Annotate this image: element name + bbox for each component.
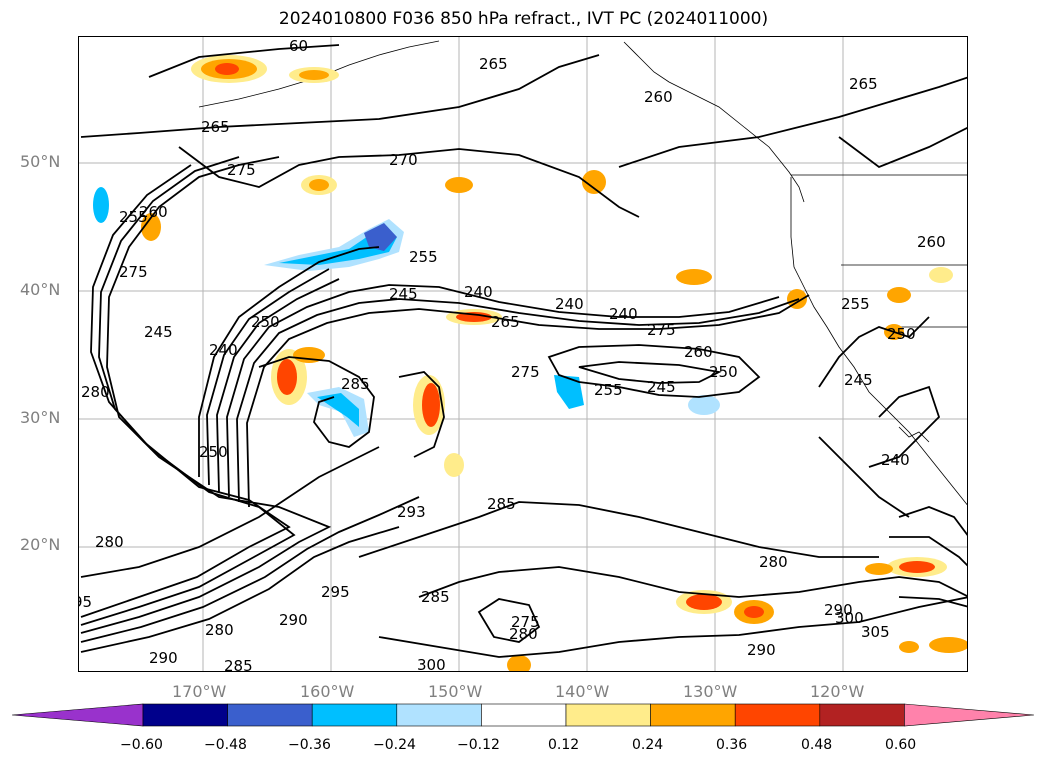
colorbar-segment: [650, 703, 736, 727]
lat-label: 50°N: [20, 152, 61, 171]
colorbar-tick: 0.48: [801, 737, 833, 753]
contour-label: 280: [95, 533, 124, 551]
contour-label: 250: [887, 325, 916, 343]
contour-label: 295: [321, 583, 350, 601]
contour-label: 260: [917, 233, 946, 251]
colorbar-segment: [227, 703, 313, 727]
contour-label: 245: [647, 378, 676, 396]
contour-label: 260: [684, 343, 713, 361]
contour-label: 255: [841, 295, 870, 313]
contour-label: 95: [79, 593, 92, 611]
contour-label: 265: [491, 313, 520, 331]
contour-label: 290: [747, 641, 776, 659]
colorbar-tick: 0.36: [716, 737, 748, 753]
contour-label: 285: [487, 495, 516, 513]
contour-label: 305: [861, 623, 890, 641]
contour-label: 290: [824, 601, 853, 619]
lon-label: 140°W: [555, 682, 610, 701]
contour-label: 265: [849, 75, 878, 93]
contour-label: 270: [389, 151, 418, 169]
colorbar-tick: −0.60: [120, 737, 163, 753]
contour-label: 275: [227, 161, 256, 179]
contour-label: 275: [119, 263, 148, 281]
colorbar-tick: −0.24: [373, 737, 416, 753]
colorbar-segment: [481, 703, 567, 727]
contour-label: 240: [609, 305, 638, 323]
colorbar-tick: 0.60: [885, 737, 917, 753]
colorbar-segment: [396, 703, 482, 727]
contour-label: 290: [149, 649, 178, 667]
colorbar-tick: −0.12: [457, 737, 500, 753]
contour-label: 240: [209, 341, 238, 359]
contour-label: 245: [389, 285, 418, 303]
contour-label: 240: [881, 451, 910, 469]
contour-label: 250: [251, 313, 280, 331]
contour-label: 255: [119, 208, 148, 226]
colorbar: [11, 703, 1035, 727]
contour-label: 250: [709, 363, 738, 381]
contour-lines: [80, 44, 967, 658]
contour-label: 285: [224, 657, 253, 672]
map-canvas: 265 260 265 265 275 270 260 255 275 255 …: [79, 37, 967, 672]
colorbar-extend-high: [904, 703, 1035, 727]
contour-labels: 265 260 265 265 275 270 260 255 275 255 …: [79, 37, 946, 672]
contour-label: 240: [555, 295, 584, 313]
colorbar-tick: 0.12: [548, 737, 580, 753]
map-panel: 265 260 265 265 275 270 260 255 275 255 …: [78, 36, 968, 672]
lat-label: 30°N: [20, 408, 61, 427]
lon-label: 120°W: [810, 682, 865, 701]
contour-label: 300: [417, 656, 446, 672]
contour-label: 280: [81, 383, 110, 401]
contour-label: 300: [835, 609, 864, 627]
lon-label: 170°W: [172, 682, 227, 701]
lon-label: 160°W: [300, 682, 355, 701]
contour-label: 265: [201, 118, 230, 136]
contour-label: 285: [421, 588, 450, 606]
lon-label: 150°W: [428, 682, 483, 701]
colorbar-segment: [819, 703, 905, 727]
contour-label: 280: [205, 621, 234, 639]
contour-label: 60: [289, 37, 308, 55]
lat-label: 40°N: [20, 280, 61, 299]
contour-label: 290: [279, 611, 308, 629]
colorbar-tick: −0.48: [204, 737, 247, 753]
shading: [93, 55, 967, 671]
colorbar-segment: [565, 703, 651, 727]
contour-label: 280: [759, 553, 788, 571]
contour-label: 293: [397, 503, 426, 521]
contour-label: 245: [844, 371, 873, 389]
contour-label: 245: [144, 323, 173, 341]
colorbar-segment: [734, 703, 821, 727]
colorbar-segment: [311, 703, 398, 727]
contour-label: 275: [647, 321, 676, 339]
lat-label: 20°N: [20, 535, 61, 554]
contour-label: 250: [199, 443, 228, 461]
lon-label: 130°W: [683, 682, 738, 701]
colorbar-segment: [142, 703, 228, 727]
contour-label: 255: [594, 381, 623, 399]
contour-label: 275: [511, 613, 540, 631]
contour-label: 260: [139, 203, 168, 221]
contour-label: 280: [509, 625, 538, 643]
colorbar-tick: −0.36: [288, 737, 331, 753]
plot-title: 2024010800 F036 850 hPa refract., IVT PC…: [278, 9, 769, 29]
contour-label: 260: [644, 88, 673, 106]
contour-label: 265: [479, 55, 508, 73]
contour-label: 240: [464, 283, 493, 301]
colorbar-extend-low: [11, 703, 144, 727]
coastline: [198, 40, 967, 506]
contour-label: 275: [511, 363, 540, 381]
contour-label: 255: [409, 248, 438, 266]
colorbar-tick: 0.24: [632, 737, 664, 753]
contour-label: 285: [341, 375, 370, 393]
